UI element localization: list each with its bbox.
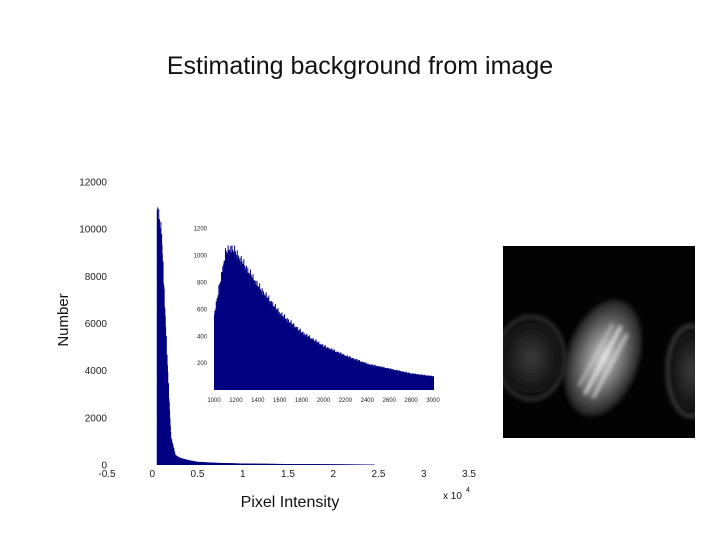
microscopy-image (503, 246, 695, 438)
x-multiplier-exponent: 4 (466, 487, 470, 494)
y-tick-label: 6000 (85, 319, 108, 330)
x-tick-label: 2 (330, 469, 336, 480)
x-multiplier: x 10 (443, 491, 462, 502)
inset-histogram-plot (214, 245, 434, 390)
x-tick-label: 2200 (339, 398, 353, 404)
x-axis-label: Pixel Intensity (241, 494, 340, 511)
x-tick-label: 1200 (229, 398, 243, 404)
y-tick-label: 8000 (85, 272, 108, 283)
x-tick-label: 0.5 (191, 469, 205, 480)
slide-title: Estimating background from image (166, 52, 554, 80)
y-tick-label: 400 (197, 334, 208, 340)
histogram-bar (433, 375, 434, 390)
y-tick-label: 12000 (79, 178, 107, 189)
x-tick-label: 1 (240, 469, 246, 480)
y-tick-label: 200 (197, 361, 208, 367)
x-tick-label: 3000 (426, 398, 440, 404)
y-axis-label: Number (55, 293, 72, 346)
y-tick-label: 600 (197, 307, 208, 313)
x-tick-label: 1800 (295, 398, 309, 404)
y-tick-label: 4000 (85, 366, 108, 377)
y-tick-label: 10000 (79, 225, 107, 236)
x-tick-label: 2.5 (372, 469, 386, 480)
x-tick-label: 1600 (273, 398, 287, 404)
main-x-ticks: -0.5 0 0.5 1 1.5 2 2.5 3 3.5 (98, 469, 476, 480)
x-tick-label: 0 (149, 469, 155, 480)
x-tick-label: 3 (421, 469, 427, 480)
inset-x-ticks: 1000 1200 1400 1600 1800 2000 2200 2400 2600 2800… (207, 398, 440, 404)
main-histogram-plot (156, 207, 375, 465)
x-tick-label: 1.5 (281, 469, 295, 480)
x-tick-label: 2400 (361, 398, 375, 404)
inset-y-ticks: 200 400 600 800 1000 1200 (194, 227, 208, 368)
y-tick-label: 1200 (194, 227, 208, 233)
x-tick-label: 1400 (251, 398, 265, 404)
x-tick-label: 2000 (317, 398, 331, 404)
y-tick-label: 0 (101, 461, 107, 472)
x-tick-label: 2600 (383, 398, 397, 404)
y-tick-label: 1000 (194, 253, 208, 259)
y-tick-label: 800 (197, 280, 208, 286)
main-y-ticks: 0 2000 4000 6000 8000 10000 12000 (79, 178, 107, 472)
y-tick-label: 2000 (85, 413, 108, 424)
x-tick-label: -0.5 (98, 469, 116, 480)
x-tick-label: 3.5 (462, 469, 476, 480)
cell-image (503, 246, 695, 438)
x-tick-label: 2800 (404, 398, 418, 404)
x-tick-label: 1000 (207, 398, 221, 404)
